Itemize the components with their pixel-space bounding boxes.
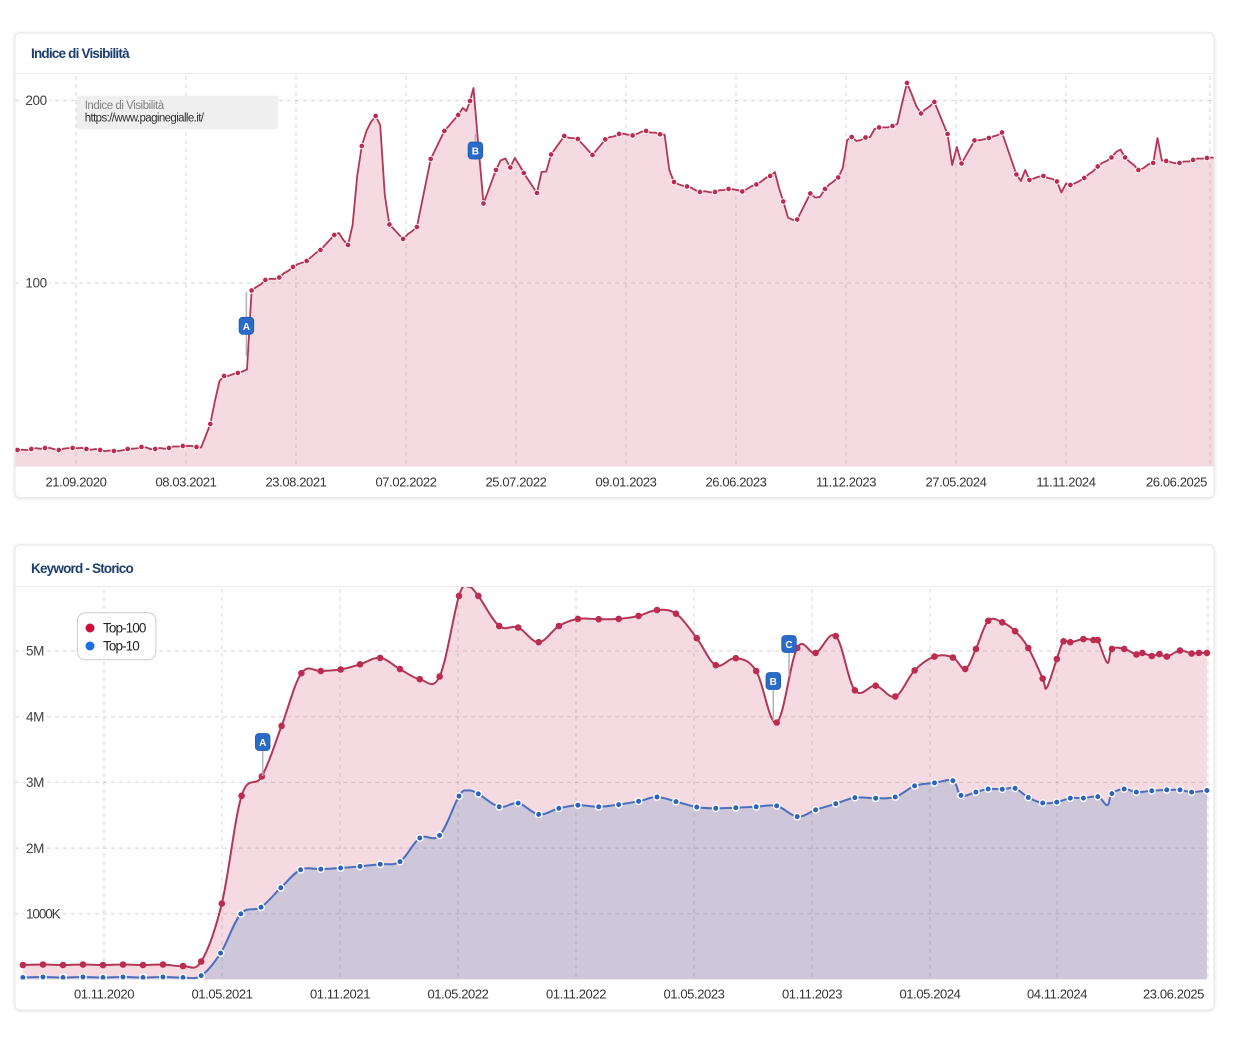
svg-text:1000K: 1000K — [26, 907, 61, 922]
svg-text:B: B — [770, 677, 777, 688]
svg-text:01.05.2021: 01.05.2021 — [191, 987, 252, 1002]
svg-text:26.06.2023: 26.06.2023 — [705, 475, 766, 490]
svg-text:01.05.2023: 01.05.2023 — [663, 987, 724, 1002]
svg-text:3M: 3M — [26, 775, 44, 790]
svg-text:01.05.2024: 01.05.2024 — [899, 987, 960, 1002]
svg-text:Indice di Visibilità: Indice di Visibilità — [31, 46, 130, 61]
svg-text:01.11.2022: 01.11.2022 — [546, 987, 606, 1002]
svg-text:4M: 4M — [26, 709, 44, 724]
svg-text:09.01.2023: 09.01.2023 — [595, 475, 656, 490]
svg-text:11.11.2024: 11.11.2024 — [1036, 475, 1095, 490]
svg-text:5M: 5M — [26, 644, 44, 659]
svg-text:21.09.2020: 21.09.2020 — [45, 475, 106, 490]
svg-text:A: A — [243, 322, 250, 333]
svg-text:C: C — [785, 640, 792, 651]
svg-text:2M: 2M — [26, 841, 44, 856]
svg-text:27.05.2024: 27.05.2024 — [925, 475, 986, 490]
svg-text:Indice di Visibilità: Indice di Visibilità — [85, 100, 165, 112]
svg-text:01.11.2023: 01.11.2023 — [782, 987, 842, 1002]
svg-text:100: 100 — [25, 276, 46, 291]
svg-text:01.11.2020: 01.11.2020 — [74, 987, 134, 1002]
svg-text:23.06.2025: 23.06.2025 — [1143, 987, 1204, 1002]
svg-text:25.07.2022: 25.07.2022 — [485, 475, 546, 490]
svg-text:01.11.2021: 01.11.2021 — [310, 987, 370, 1002]
svg-text:07.02.2022: 07.02.2022 — [375, 475, 436, 490]
svg-text:A: A — [259, 738, 266, 749]
svg-text:23.08.2021: 23.08.2021 — [265, 475, 326, 490]
svg-text:Keyword - Storico: Keyword - Storico — [31, 561, 133, 576]
svg-text:https://www.paginegialle.it/: https://www.paginegialle.it/ — [85, 113, 205, 125]
svg-text:Top-100: Top-100 — [103, 621, 146, 636]
svg-text:Top-10: Top-10 — [103, 639, 139, 654]
svg-text:11.12.2023: 11.12.2023 — [816, 475, 876, 490]
svg-text:B: B — [472, 147, 479, 158]
svg-text:26.06.2025: 26.06.2025 — [1146, 475, 1207, 490]
svg-text:08.03.2021: 08.03.2021 — [155, 475, 216, 490]
svg-text:200: 200 — [25, 93, 46, 108]
svg-text:01.05.2022: 01.05.2022 — [427, 987, 488, 1002]
svg-text:04.11.2024: 04.11.2024 — [1027, 987, 1087, 1002]
